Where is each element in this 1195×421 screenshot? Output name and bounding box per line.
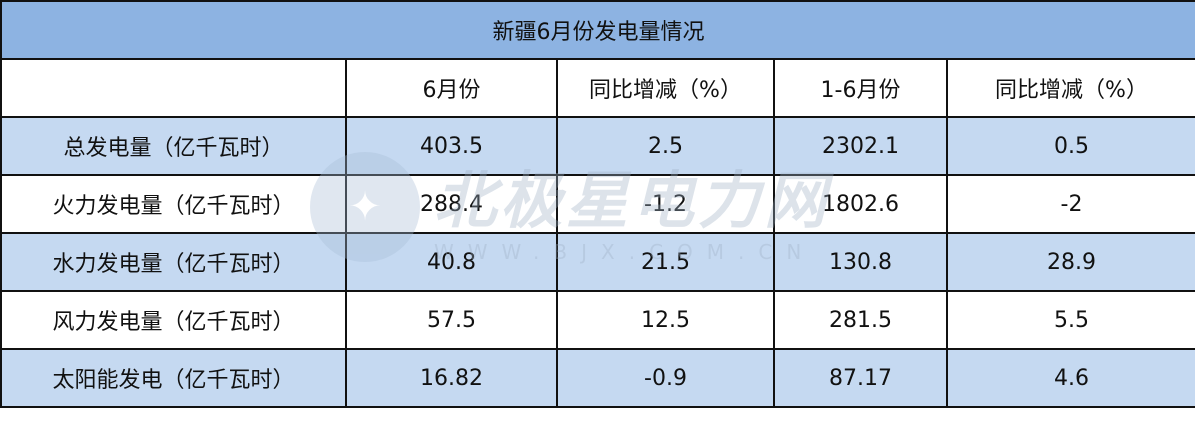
data-cell: -0.9: [556, 348, 775, 408]
data-cell: 4.6: [945, 348, 1195, 408]
table-row: 火力发电量（亿千瓦时） 288.4 -1.2 1802.6 -2: [0, 174, 1195, 234]
row-label: 火力发电量（亿千瓦时）: [0, 174, 347, 234]
data-cell: 5.5: [945, 290, 1195, 350]
data-cell: 28.9: [945, 232, 1195, 292]
data-cell: 16.82: [345, 348, 558, 408]
table-row: 风力发电量（亿千瓦时） 57.5 12.5 281.5 5.5: [0, 290, 1195, 350]
header-row: 6月份 同比增减（%） 1-6月份 同比增减（%）: [0, 58, 1195, 118]
data-cell: -2: [945, 174, 1195, 234]
header-cell: 同比增减（%）: [945, 58, 1195, 118]
row-label: 风力发电量（亿千瓦时）: [0, 290, 347, 350]
table-row: 太阳能发电（亿千瓦时） 16.82 -0.9 87.17 4.6: [0, 348, 1195, 408]
data-cell: 57.5: [345, 290, 558, 350]
header-cell: 1-6月份: [773, 58, 948, 118]
data-cell: 403.5: [345, 116, 558, 176]
header-cell: 同比增减（%）: [556, 58, 775, 118]
row-label: 总发电量（亿千瓦时）: [0, 116, 347, 176]
data-cell: 0.5: [945, 116, 1195, 176]
table-row: 总发电量（亿千瓦时） 403.5 2.5 2302.1 0.5: [0, 116, 1195, 176]
title-row: 新疆6月份发电量情况: [0, 0, 1195, 60]
data-cell: 2302.1: [773, 116, 948, 176]
data-cell: 281.5: [773, 290, 948, 350]
data-cell: 12.5: [556, 290, 775, 350]
data-cell: 40.8: [345, 232, 558, 292]
header-cell: [0, 58, 347, 118]
data-cell: 87.17: [773, 348, 948, 408]
table-row: 水力发电量（亿千瓦时） 40.8 21.5 130.8 28.9: [0, 232, 1195, 292]
data-cell: 130.8: [773, 232, 948, 292]
row-label: 太阳能发电（亿千瓦时）: [0, 348, 347, 408]
row-label: 水力发电量（亿千瓦时）: [0, 232, 347, 292]
data-cell: 1802.6: [773, 174, 948, 234]
data-cell: -1.2: [556, 174, 775, 234]
data-cell: 2.5: [556, 116, 775, 176]
data-cell: 288.4: [345, 174, 558, 234]
data-cell: 21.5: [556, 232, 775, 292]
header-cell: 6月份: [345, 58, 558, 118]
power-generation-table: 新疆6月份发电量情况 6月份 同比增减（%） 1-6月份 同比增减（%） 总发电…: [0, 0, 1195, 408]
table-title: 新疆6月份发电量情况: [0, 0, 1195, 60]
